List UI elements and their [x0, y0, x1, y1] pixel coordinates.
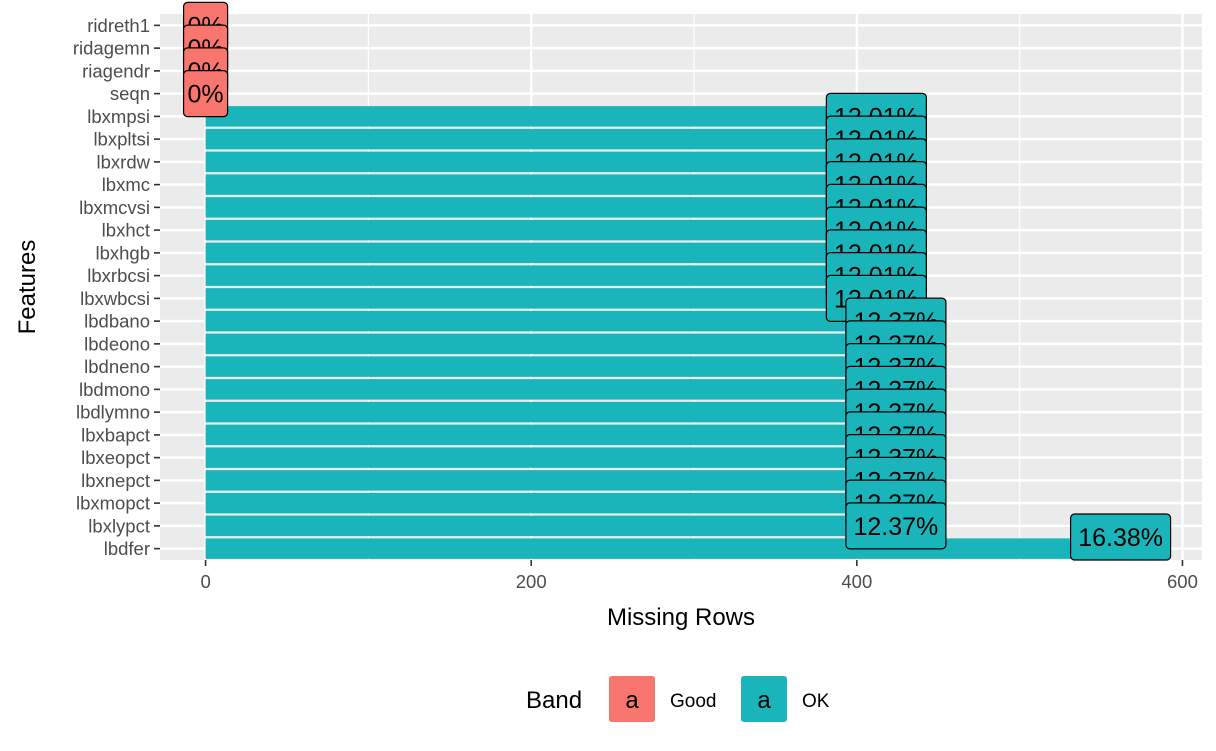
x-tick-label: 200: [516, 571, 547, 592]
plot-panel: [160, 14, 1202, 560]
y-tick-label: lbxbapct: [81, 424, 150, 445]
legend-title: Band: [526, 687, 582, 714]
legend: Band a Good a OK: [526, 676, 830, 722]
data-label-text: 12.37%: [854, 513, 939, 541]
legend-key-glyph-ok: a: [757, 687, 771, 714]
data-label-box: [845, 502, 947, 550]
y-tick-label: ridagemn: [73, 38, 150, 59]
x-axis: 0 200 400 600: [200, 560, 1198, 592]
y-tick-label: lbxhgb: [95, 242, 150, 263]
data-label: 12.37%: [845, 502, 947, 550]
legend-swatch-ok: [741, 676, 787, 722]
bar: [205, 151, 877, 173]
y-tick-label: lbxeopct: [81, 447, 150, 468]
legend-label-good: Good: [670, 691, 716, 712]
y-tick-label: lbdmono: [79, 379, 150, 400]
bar: [205, 401, 896, 423]
bar: [205, 197, 877, 218]
y-tick-label: lbxwbcsi: [80, 288, 150, 309]
bar: [205, 470, 896, 491]
bar: [205, 356, 896, 377]
y-tick-label: lbdlymno: [76, 402, 150, 423]
bar: [205, 310, 896, 332]
y-tick-label: lbdfer: [104, 538, 150, 559]
y-tick-label: lbxmopct: [76, 493, 150, 514]
data-label: 16.38%: [1069, 513, 1172, 561]
bar: [205, 288, 877, 309]
y-tick-label: riagendr: [82, 60, 150, 81]
y-tick-label: lbxmcvsi: [79, 197, 150, 218]
data-label-text: 0%: [188, 81, 224, 109]
x-axis-title: Missing Rows: [607, 604, 755, 631]
data-label-box: [1069, 513, 1172, 561]
bar: [205, 333, 896, 355]
bar: [205, 379, 896, 400]
x-tick-label: 0: [200, 571, 210, 592]
y-tick-label: lbxmc: [102, 174, 150, 195]
data-label: 0%: [182, 70, 229, 118]
y-tick-label: lbxmpsi: [87, 106, 150, 127]
y-tick-label: ridreth1: [87, 15, 150, 36]
y-tick-label: lbxnepct: [81, 470, 150, 491]
y-tick-label: lbxrbcsi: [87, 265, 150, 286]
data-label-box: [182, 70, 229, 118]
y-tick-label: seqn: [110, 83, 150, 104]
y-tick-label: lbdneno: [84, 356, 150, 377]
bar: [205, 106, 877, 127]
y-tick-label: lbdbano: [84, 311, 150, 332]
data-label-text: 16.38%: [1078, 524, 1163, 552]
bar: [205, 492, 896, 514]
legend-label-ok: OK: [802, 691, 830, 712]
x-tick-label: 600: [1167, 571, 1198, 592]
y-tick-label: lbxpltsi: [93, 129, 150, 150]
legend-swatch-good: [609, 676, 655, 722]
data-labels: 0%0%0%0%12.01%12.01%12.01%12.01%12.01%12…: [182, 1, 1172, 561]
bar: [205, 128, 877, 150]
y-axis: ridreth1ridagemnriagendrseqnlbxmpsilbxpl…: [73, 15, 160, 559]
bar: [205, 447, 896, 468]
bar: [205, 242, 877, 264]
y-tick-label: lbxrdw: [97, 151, 151, 172]
bar: [205, 219, 877, 241]
bar: [205, 174, 877, 195]
bars: [205, 106, 1121, 559]
y-axis-title: Features: [14, 240, 41, 335]
y-tick-label: lbxlypct: [88, 515, 150, 536]
bar: [205, 424, 896, 446]
bar: [205, 515, 896, 537]
bar: [205, 265, 877, 286]
x-tick-label: 400: [841, 571, 872, 592]
legend-key-glyph-good: a: [625, 687, 639, 714]
bar: [205, 538, 1121, 559]
y-tick-label: lbxhct: [102, 220, 150, 241]
y-tick-label: lbdeono: [84, 333, 150, 354]
